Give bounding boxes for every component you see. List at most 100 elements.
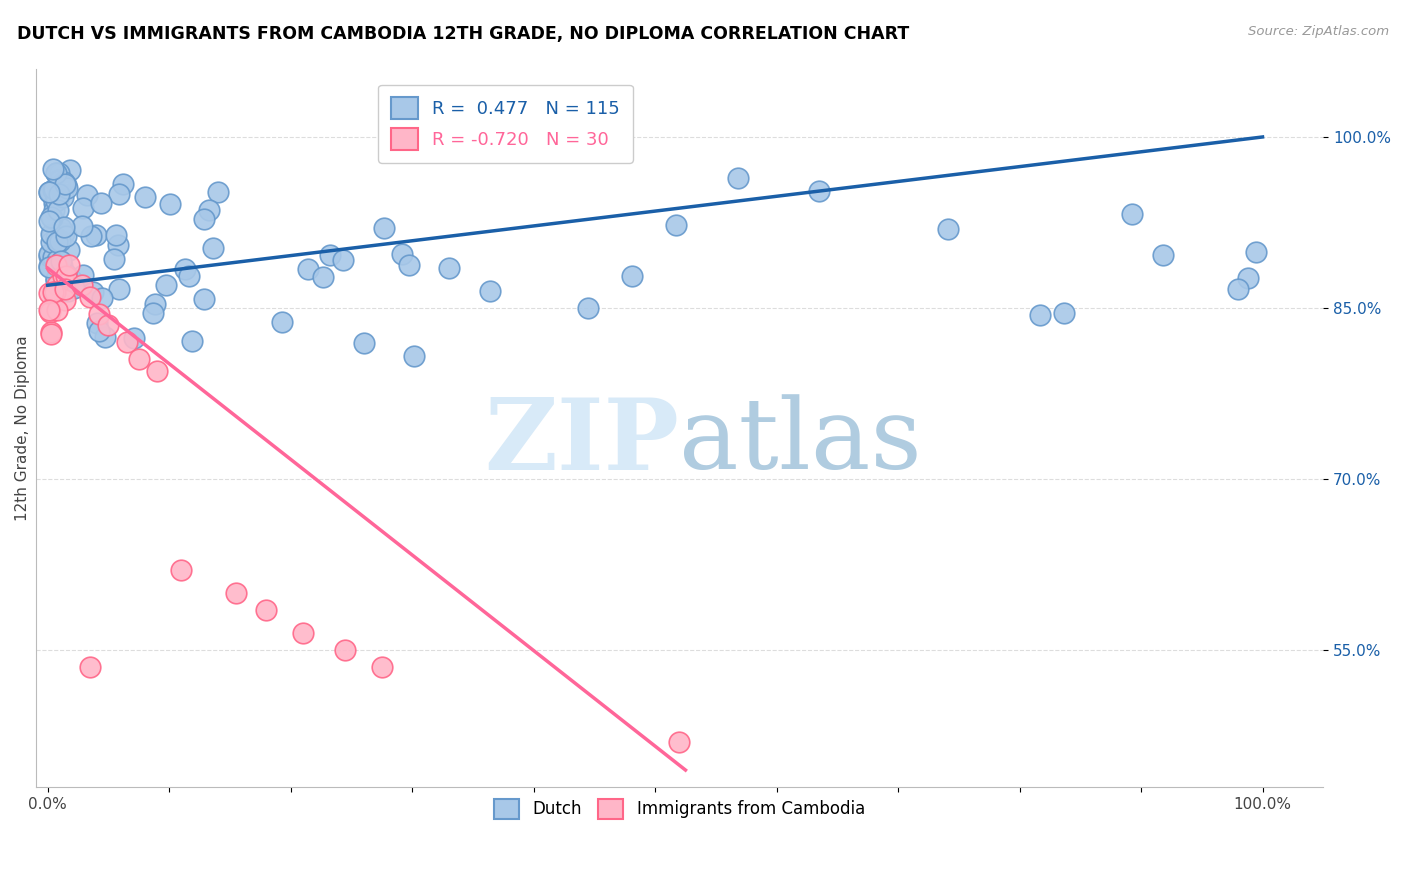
- Point: [270, 316, 292, 330]
- Point: [86, 316, 108, 330]
- Point: [44, 272, 66, 286]
- Point: [1121, 207, 1143, 221]
- Point: [353, 336, 375, 351]
- Point: [51, 260, 73, 274]
- Legend: Dutch, Immigrants from Cambodia: Dutch, Immigrants from Cambodia: [488, 792, 872, 826]
- Point: [49, 234, 72, 248]
- Point: [38, 249, 60, 263]
- Point: [55, 269, 77, 284]
- Point: [55, 228, 77, 243]
- Point: [76, 188, 98, 202]
- Point: [159, 197, 181, 211]
- Point: [44, 289, 66, 303]
- Point: [79, 660, 101, 674]
- Point: [46, 192, 69, 206]
- Point: [665, 218, 688, 232]
- Point: [70, 278, 93, 293]
- Point: [335, 643, 357, 657]
- Point: [39, 305, 62, 319]
- Point: [87, 307, 110, 321]
- Point: [72, 201, 94, 215]
- Point: [41, 228, 63, 243]
- Point: [72, 268, 94, 282]
- Point: [103, 252, 125, 266]
- Point: [38, 185, 60, 199]
- Point: [84, 227, 107, 242]
- Point: [111, 177, 134, 191]
- Point: [58, 258, 80, 272]
- Point: [1029, 308, 1052, 322]
- Point: [38, 260, 60, 275]
- Point: [44, 244, 66, 259]
- Point: [53, 293, 76, 307]
- Point: [39, 326, 62, 341]
- Point: [97, 318, 120, 333]
- Point: [202, 241, 225, 255]
- Point: [91, 291, 114, 305]
- Point: [38, 259, 60, 273]
- Point: [58, 243, 80, 257]
- Point: [391, 246, 413, 260]
- Point: [45, 253, 67, 268]
- Point: [46, 270, 69, 285]
- Point: [107, 187, 129, 202]
- Point: [155, 277, 177, 292]
- Point: [332, 252, 354, 267]
- Point: [108, 282, 131, 296]
- Point: [254, 603, 277, 617]
- Text: DUTCH VS IMMIGRANTS FROM CAMBODIA 12TH GRADE, NO DIPLOMA CORRELATION CHART: DUTCH VS IMMIGRANTS FROM CAMBODIA 12TH G…: [17, 25, 910, 43]
- Point: [45, 235, 67, 249]
- Point: [52, 190, 75, 204]
- Point: [42, 183, 65, 197]
- Point: [936, 222, 959, 236]
- Point: [46, 272, 69, 286]
- Point: [45, 166, 67, 180]
- Point: [128, 352, 150, 367]
- Point: [80, 229, 103, 244]
- Point: [60, 271, 83, 285]
- Point: [48, 166, 70, 180]
- Point: [53, 226, 76, 240]
- Point: [38, 185, 60, 199]
- Point: [193, 212, 215, 227]
- Point: [478, 284, 501, 298]
- Y-axis label: 12th Grade, No Diploma: 12th Grade, No Diploma: [15, 335, 30, 521]
- Point: [576, 301, 599, 316]
- Text: atlas: atlas: [679, 394, 922, 490]
- Point: [179, 268, 201, 283]
- Point: [44, 285, 66, 299]
- Point: [55, 178, 77, 193]
- Point: [46, 185, 69, 199]
- Point: [198, 202, 221, 217]
- Point: [1237, 271, 1260, 285]
- Point: [105, 227, 128, 242]
- Point: [48, 203, 70, 218]
- Point: [48, 173, 70, 187]
- Point: [49, 221, 72, 235]
- Point: [1227, 282, 1250, 296]
- Point: [297, 261, 319, 276]
- Point: [371, 660, 394, 674]
- Point: [90, 196, 112, 211]
- Point: [312, 269, 335, 284]
- Point: [56, 285, 79, 299]
- Point: [82, 285, 104, 300]
- Point: [1053, 306, 1076, 320]
- Point: [122, 331, 145, 345]
- Point: [53, 219, 76, 234]
- Point: [53, 282, 76, 296]
- Point: [437, 260, 460, 275]
- Point: [38, 214, 60, 228]
- Point: [41, 211, 63, 225]
- Point: [42, 182, 65, 196]
- Point: [41, 187, 63, 202]
- Point: [146, 364, 169, 378]
- Point: [45, 194, 67, 208]
- Point: [52, 175, 75, 189]
- Point: [53, 178, 76, 192]
- Point: [174, 262, 197, 277]
- Point: [63, 280, 86, 294]
- Point: [39, 210, 62, 224]
- Point: [59, 163, 82, 178]
- Point: [807, 184, 830, 198]
